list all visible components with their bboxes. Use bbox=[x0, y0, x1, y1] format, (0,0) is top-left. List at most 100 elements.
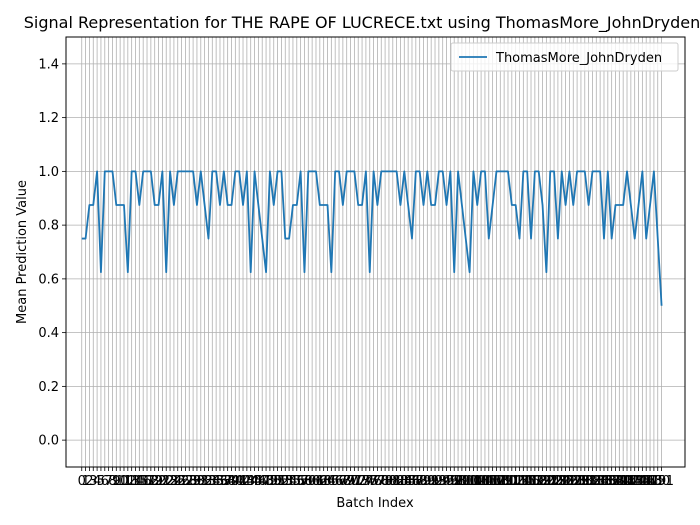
x-tick-label: 103 bbox=[465, 474, 490, 489]
x-tick-label: 21 bbox=[154, 474, 171, 489]
x-tick-label: 1 bbox=[81, 474, 89, 489]
x-tick-label: 91 bbox=[423, 474, 440, 489]
x-tick-label: 150 bbox=[645, 474, 670, 489]
x-tick-label: 8 bbox=[108, 474, 116, 489]
x-tick-label: 51 bbox=[269, 474, 286, 489]
x-tick-label: 117 bbox=[519, 474, 544, 489]
y-tick-label: 0.6 bbox=[38, 272, 59, 287]
series-line-thomasmore-johndryden bbox=[81, 170, 663, 306]
x-tick-label: 57 bbox=[292, 474, 309, 489]
x-tick-label: 38 bbox=[219, 474, 236, 489]
x-tick-label: 66 bbox=[327, 474, 344, 489]
x-tick-label: 144 bbox=[622, 474, 647, 489]
x-tick-label: 53 bbox=[277, 474, 294, 489]
x-tick-label: 2 bbox=[85, 474, 93, 489]
x-tick-label: 47 bbox=[254, 474, 271, 489]
x-tick-label: 36 bbox=[212, 474, 229, 489]
x-tick-label: 107 bbox=[480, 474, 505, 489]
y-tick-label: 0.8 bbox=[38, 219, 59, 234]
x-tick-label: 14 bbox=[127, 474, 144, 489]
x-tick-label: 92 bbox=[427, 474, 444, 489]
x-tick-label: 13 bbox=[123, 474, 140, 489]
x-tick-label: 104 bbox=[469, 474, 494, 489]
x-tick-label: 54 bbox=[281, 474, 298, 489]
x-tick-label: 121 bbox=[534, 474, 559, 489]
x-tick-label: 77 bbox=[369, 474, 386, 489]
x-tick-label: 108 bbox=[484, 474, 509, 489]
x-tick-label: 127 bbox=[557, 474, 582, 489]
x-tick-label: 99 bbox=[454, 474, 471, 489]
x-tick-label: 72 bbox=[350, 474, 367, 489]
x-tick-label: 139 bbox=[603, 474, 628, 489]
y-tick-label: 1.4 bbox=[38, 57, 59, 72]
x-tick-label: 133 bbox=[580, 474, 605, 489]
y-tick-label: 0.2 bbox=[38, 380, 59, 395]
x-tick-label: 114 bbox=[507, 474, 532, 489]
x-tick-label: 138 bbox=[599, 474, 624, 489]
chart-title: Signal Representation for THE RAPE OF LU… bbox=[24, 13, 700, 33]
x-tick-label: 149 bbox=[641, 474, 666, 489]
x-tick-label: 128 bbox=[561, 474, 586, 489]
x-tick-label: 93 bbox=[431, 474, 448, 489]
x-tick-label: 147 bbox=[634, 474, 659, 489]
x-tick-label: 44 bbox=[242, 474, 259, 489]
x-tick-label: 148 bbox=[638, 474, 663, 489]
x-axis-ticks: 0123456789101112131415161718192021222324… bbox=[78, 467, 674, 489]
legend-box bbox=[450, 42, 679, 72]
x-tick-label: 123 bbox=[542, 474, 567, 489]
x-tick-label: 9 bbox=[112, 474, 120, 489]
x-tick-label: 59 bbox=[300, 474, 317, 489]
x-tick-label: 50 bbox=[265, 474, 282, 489]
x-tick-label: 15 bbox=[131, 474, 148, 489]
x-tick-label: 45 bbox=[246, 474, 263, 489]
x-tick-label: 78 bbox=[373, 474, 390, 489]
x-axis-label: Batch Index bbox=[336, 496, 414, 511]
x-tick-label: 112 bbox=[499, 474, 524, 489]
x-tick-label: 134 bbox=[584, 474, 609, 489]
x-tick-label: 113 bbox=[503, 474, 528, 489]
x-tick-label: 16 bbox=[135, 474, 152, 489]
x-tick-label: 86 bbox=[404, 474, 421, 489]
plot-frame bbox=[65, 36, 686, 468]
x-tick-label: 79 bbox=[377, 474, 394, 489]
x-tick-label: 49 bbox=[262, 474, 279, 489]
x-tick-label: 48 bbox=[258, 474, 275, 489]
x-tick-label: 68 bbox=[335, 474, 352, 489]
x-tick-label: 69 bbox=[338, 474, 355, 489]
x-tick-label: 116 bbox=[515, 474, 540, 489]
x-tick-label: 126 bbox=[553, 474, 578, 489]
x-tick-label: 83 bbox=[392, 474, 409, 489]
x-tick-label: 62 bbox=[312, 474, 329, 489]
x-tick-label: 63 bbox=[315, 474, 332, 489]
x-tick-label: 125 bbox=[549, 474, 574, 489]
x-tick-label: 46 bbox=[250, 474, 267, 489]
x-tick-label: 7 bbox=[104, 474, 112, 489]
x-tick-label: 11 bbox=[116, 474, 133, 489]
x-tick-label: 81 bbox=[385, 474, 402, 489]
y-tick-label: 0.0 bbox=[38, 434, 59, 449]
x-tick-label: 132 bbox=[576, 474, 601, 489]
x-tick-label: 145 bbox=[626, 474, 651, 489]
legend: ThomasMore_JohnDryden bbox=[450, 42, 679, 72]
x-tick-label: 74 bbox=[358, 474, 375, 489]
x-tick-label: 143 bbox=[618, 474, 643, 489]
x-tick-label: 98 bbox=[450, 474, 467, 489]
x-tick-label: 31 bbox=[193, 474, 210, 489]
x-tick-label: 89 bbox=[415, 474, 432, 489]
x-tick-label: 151 bbox=[649, 474, 674, 489]
x-tick-label: 3 bbox=[89, 474, 97, 489]
x-tick-label: 115 bbox=[511, 474, 536, 489]
x-tick-label: 33 bbox=[200, 474, 217, 489]
x-tick-label: 56 bbox=[289, 474, 306, 489]
x-tick-label: 130 bbox=[569, 474, 594, 489]
x-tick-label: 23 bbox=[162, 474, 179, 489]
x-tick-label: 25 bbox=[169, 474, 186, 489]
y-tick-label: 0.4 bbox=[38, 326, 59, 341]
x-tick-label: 96 bbox=[442, 474, 459, 489]
x-tick-label: 105 bbox=[473, 474, 498, 489]
x-tick-label: 100 bbox=[453, 474, 478, 489]
x-tick-label: 12 bbox=[120, 474, 137, 489]
x-tick-label: 43 bbox=[239, 474, 256, 489]
x-tick-label: 40 bbox=[227, 474, 244, 489]
